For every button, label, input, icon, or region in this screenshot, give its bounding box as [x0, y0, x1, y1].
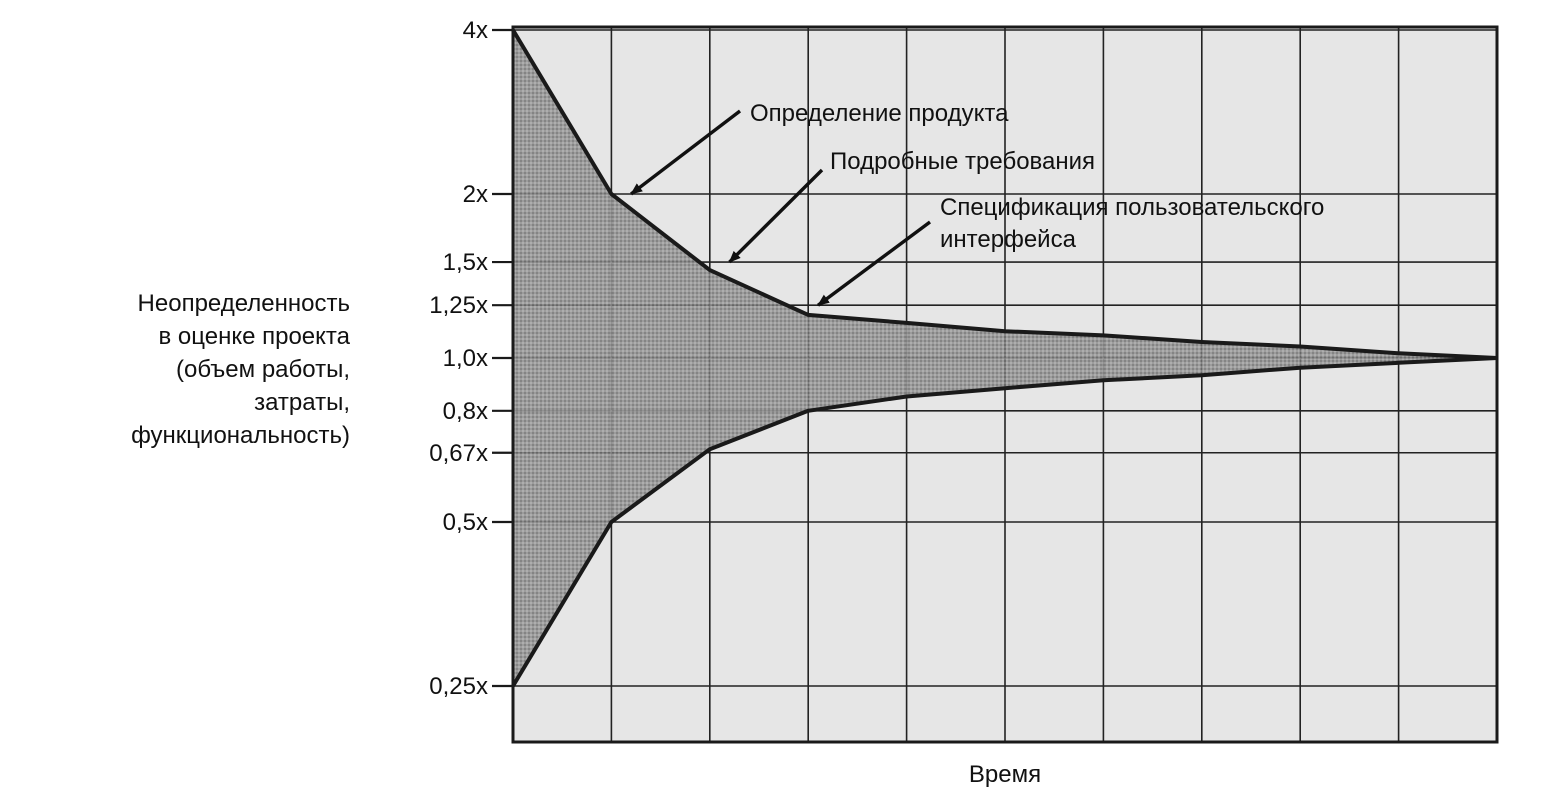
annotation-label: Подробные требования: [830, 148, 1095, 175]
y-tick-label: 0,25x: [429, 673, 488, 700]
y-axis-label-line: Неопределенность: [137, 290, 350, 317]
y-tick-label: 1,5x: [443, 249, 488, 276]
lower-bound-line: [511, 356, 1498, 688]
uncertainty-cone-area: [513, 30, 1497, 686]
annotation-label: Определение продукта: [750, 100, 1009, 127]
annotation-arrow: [817, 220, 932, 307]
y-axis-label-line: функциональность): [131, 422, 350, 449]
annotation-arrow: [630, 109, 742, 196]
y-axis-label: Неопределенность в оценке проекта (объем…: [20, 287, 350, 452]
y-tick-label: 0,5x: [443, 509, 488, 536]
annotation-label: Спецификация пользовательского: [940, 194, 1324, 221]
y-tick-label: 1,25x: [429, 292, 488, 319]
annotation-arrow: [728, 168, 824, 264]
y-tick-label: 2x: [463, 181, 488, 208]
y-axis-label-line: (объем работы,: [176, 356, 350, 383]
y-tick-label: 0,67x: [429, 440, 488, 467]
upper-bound-line: [511, 28, 1498, 360]
y-axis-label-line: затраты,: [254, 389, 350, 416]
annotation-label: интерфейса: [940, 226, 1077, 253]
y-tick-label: 1,0x: [443, 345, 488, 372]
plot-frame: [511, 25, 1499, 744]
x-axis-label: Время: [969, 761, 1041, 788]
y-tick-label: 0,8x: [443, 398, 488, 425]
y-tick-label: 4x: [463, 17, 488, 44]
y-axis-label-line: в оценке проекта: [158, 323, 350, 350]
